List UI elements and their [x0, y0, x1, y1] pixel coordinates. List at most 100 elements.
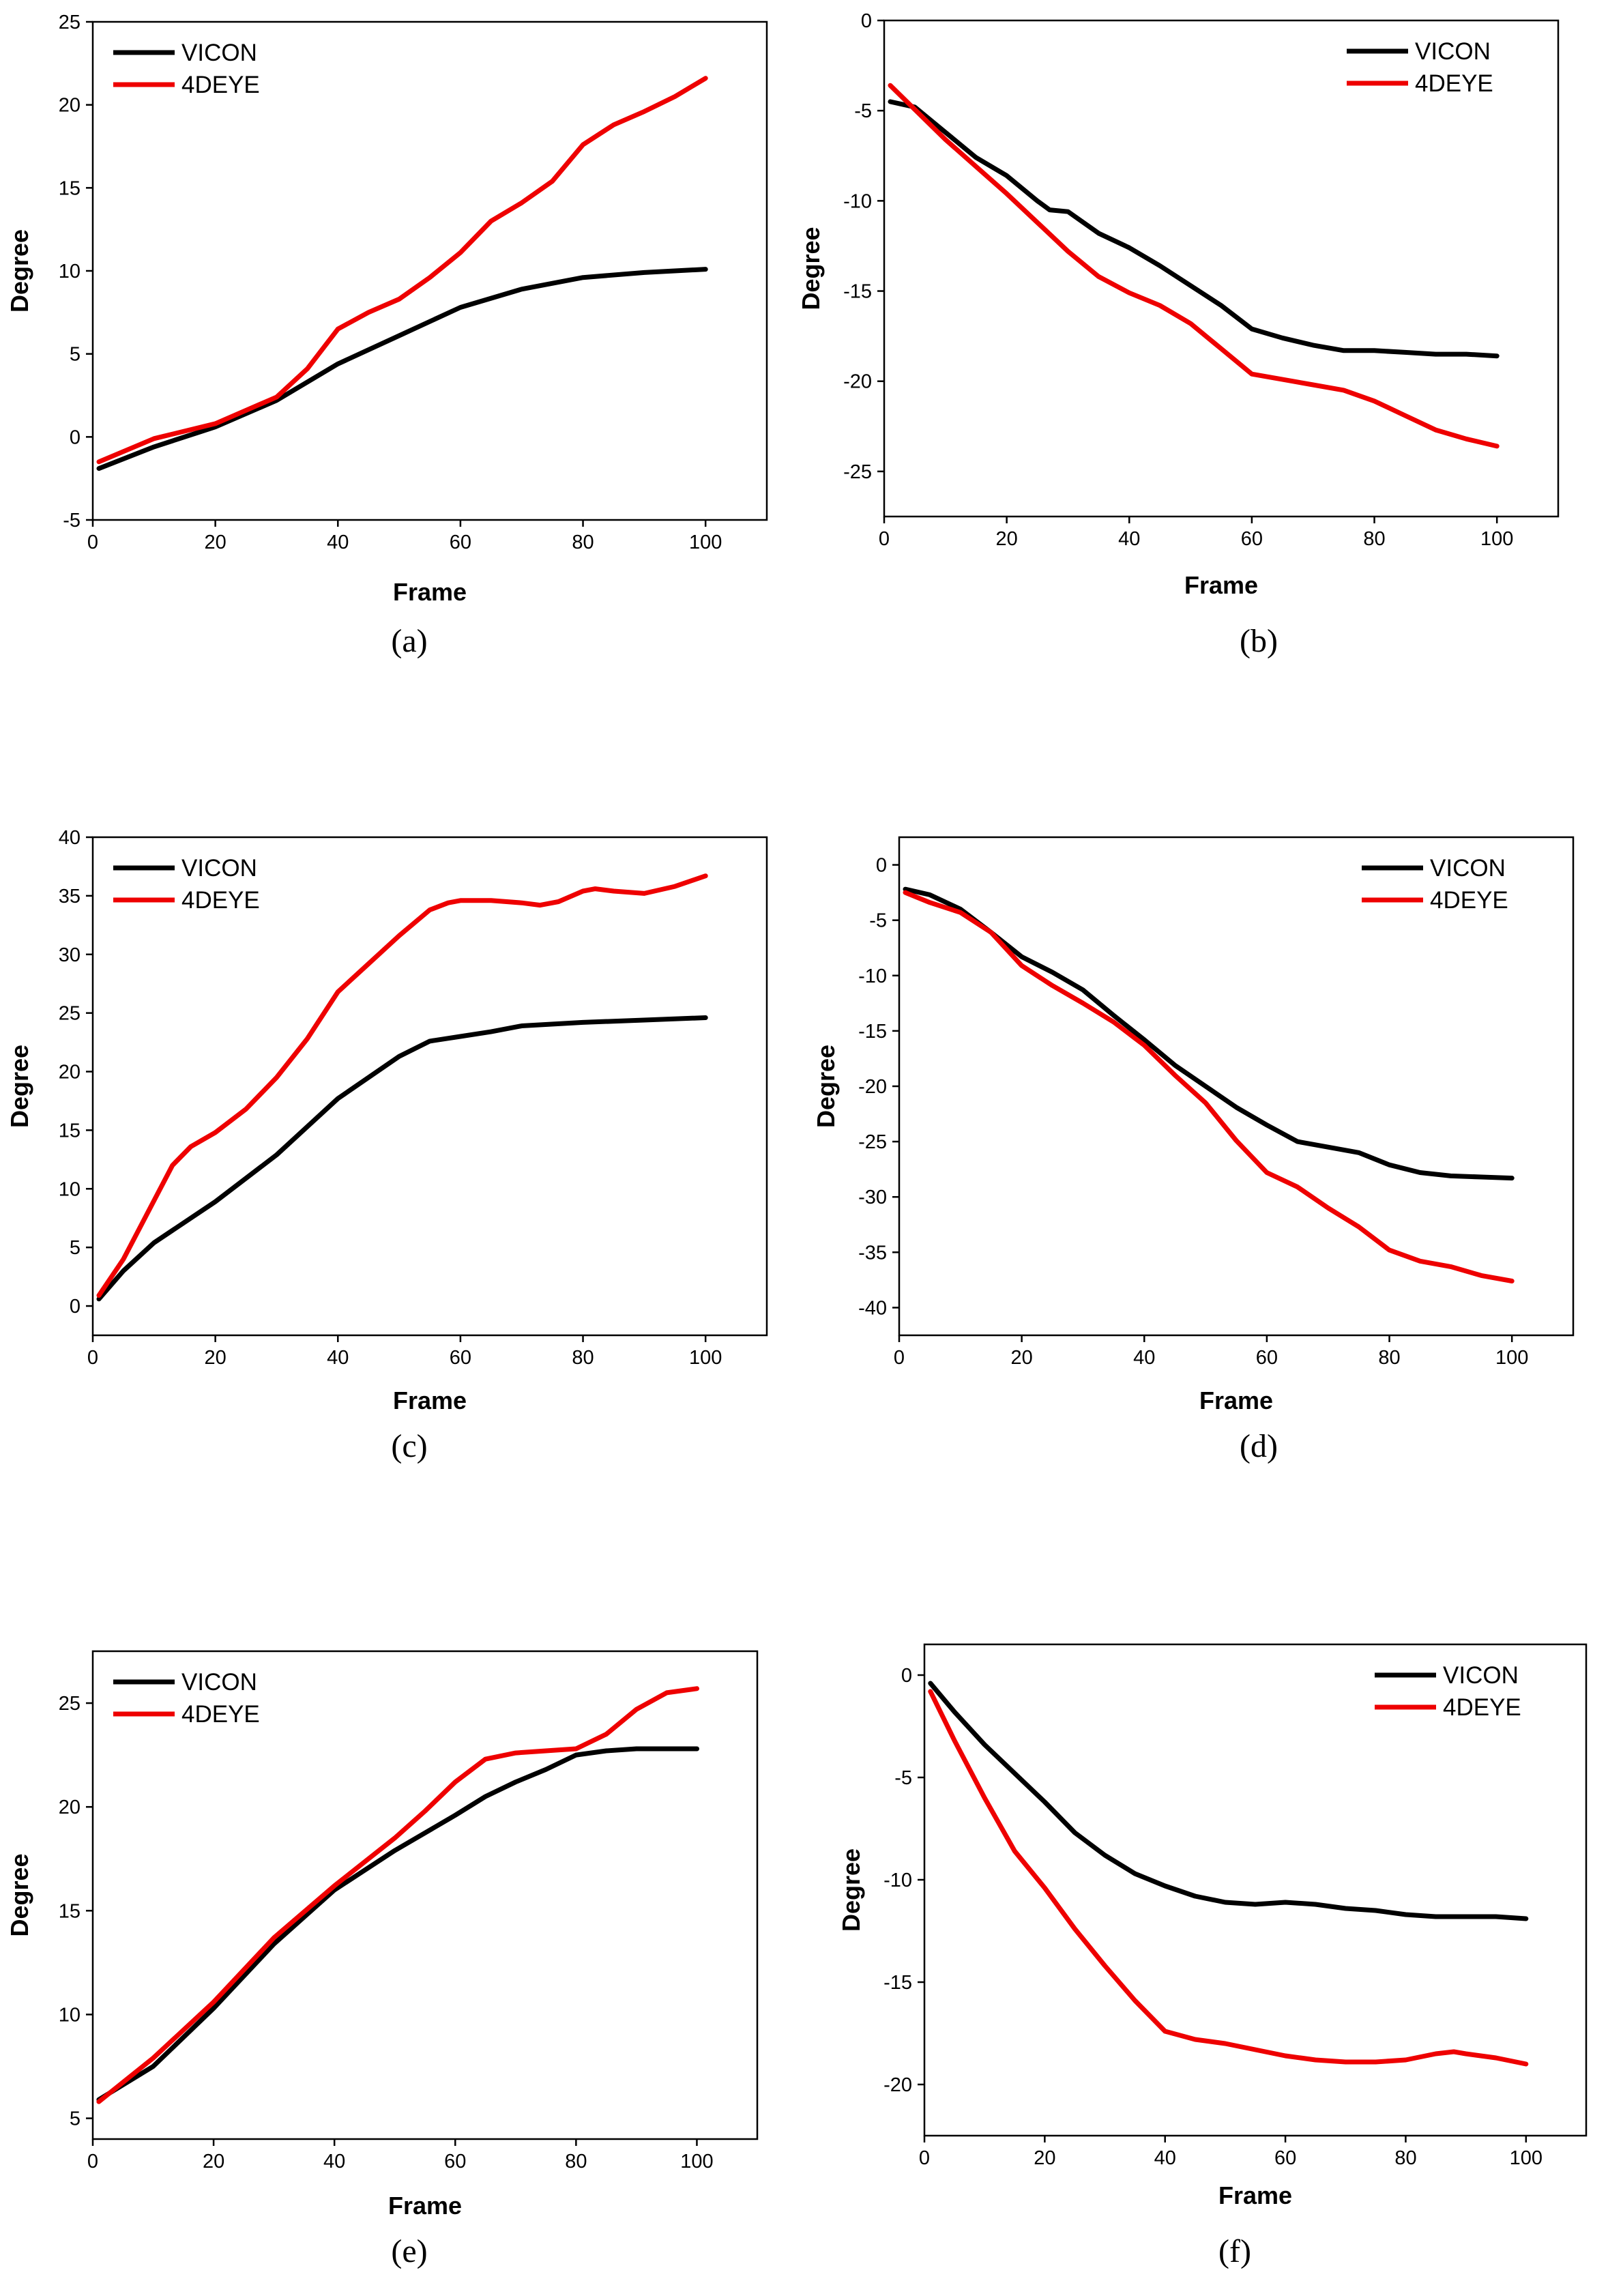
y-tick-label: -5: [854, 100, 872, 122]
legend-label-vicon: VICON: [181, 1669, 257, 1696]
legend-label-vicon: VICON: [1415, 38, 1491, 65]
x-tick-label: 100: [1495, 1347, 1528, 1369]
plot-frame: [91, 836, 768, 1337]
plot-frame: [883, 19, 1560, 518]
y-tick-label: -10: [883, 1870, 912, 1891]
x-tick-label: 60: [450, 532, 471, 553]
y-tick-label: 15: [59, 1900, 81, 1922]
x-tick-label: 0: [87, 2151, 98, 2173]
y-tick-label: -40: [858, 1297, 887, 1319]
y-tick-label: -20: [883, 2074, 912, 2096]
panel-caption: (d): [1240, 1428, 1278, 1464]
y-tick-label: 20: [59, 95, 81, 117]
x-tick-label: 80: [572, 1347, 594, 1369]
x-tick-label: 80: [572, 532, 594, 553]
x-tick-label: 20: [996, 528, 1018, 550]
x-axis-title: Frame: [1199, 1386, 1273, 1414]
x-tick-label: 80: [565, 2151, 587, 2173]
x-axis-title: Frame: [393, 1386, 467, 1414]
x-tick-label: 0: [919, 2147, 930, 2169]
x-tick-label: 20: [205, 532, 226, 553]
y-tick-label: 20: [59, 1062, 81, 1084]
legend-label-4deye: 4DEYE: [1443, 1694, 1521, 1721]
legend-label-4deye: 4DEYE: [181, 72, 260, 98]
series-line-vicon: [96, 267, 708, 471]
y-tick-label: 25: [59, 1003, 81, 1025]
x-axis-title: Frame: [393, 578, 467, 606]
x-tick-label: 60: [444, 2151, 466, 2173]
legend-label-4deye: 4DEYE: [181, 1701, 260, 1728]
x-tick-label: 60: [1256, 1347, 1278, 1369]
y-axis-title: Degree: [5, 229, 33, 313]
y-tick-label: 10: [59, 1178, 81, 1200]
x-tick-label: 100: [689, 1347, 722, 1369]
series-line-vicon: [96, 1015, 708, 1302]
x-tick-label: 100: [1480, 528, 1513, 550]
y-tick-label: 0: [70, 1296, 81, 1318]
panel-caption: (f): [1218, 2233, 1251, 2269]
legend-label-vicon: VICON: [1443, 1662, 1519, 1689]
y-tick-label: 0: [861, 10, 872, 32]
y-axis-title: Degree: [5, 1853, 33, 1936]
y-tick-label: 5: [70, 1237, 81, 1259]
series-line-4deye: [96, 873, 708, 1298]
x-tick-label: 80: [1378, 1347, 1400, 1369]
y-axis-title: Degree: [837, 1848, 865, 1932]
plot-frame: [91, 1650, 759, 2140]
series-line-vicon: [888, 99, 1500, 359]
x-tick-label: 0: [87, 1347, 98, 1369]
y-axis-title: Degree: [797, 227, 825, 310]
y-tick-label: -5: [894, 1767, 912, 1789]
y-tick-label: -25: [843, 461, 872, 483]
x-tick-label: 40: [1133, 1347, 1155, 1369]
x-tick-label: 40: [327, 532, 349, 553]
legend-label-4deye: 4DEYE: [1415, 70, 1493, 97]
series-line-4deye: [888, 83, 1500, 449]
x-tick-label: 20: [203, 2151, 224, 2173]
y-tick-label: -10: [858, 965, 887, 987]
panel-caption: (a): [391, 623, 427, 659]
series-line-4deye: [96, 76, 708, 465]
x-tick-label: 100: [689, 532, 722, 553]
y-axis-title: Degree: [5, 1045, 33, 1128]
y-tick-label: 10: [59, 2004, 81, 2026]
y-tick-label: -15: [843, 281, 872, 303]
y-tick-label: 5: [70, 2108, 81, 2130]
y-tick-label: -25: [858, 1131, 887, 1153]
series-line-4deye: [903, 890, 1515, 1283]
panel-caption: (e): [391, 2233, 427, 2269]
series-line-vicon: [96, 1746, 699, 2102]
series-line-4deye: [96, 1686, 699, 2104]
panel-caption: (c): [391, 1428, 427, 1464]
x-tick-label: 40: [1118, 528, 1140, 550]
y-tick-label: 20: [59, 1797, 81, 1818]
y-tick-label: -10: [843, 190, 872, 212]
legend-label-vicon: VICON: [181, 40, 257, 66]
x-tick-label: 0: [87, 532, 98, 553]
y-axis-title: Degree: [812, 1045, 840, 1128]
x-tick-label: 80: [1363, 528, 1385, 550]
x-tick-label: 20: [205, 1347, 226, 1369]
y-tick-label: 15: [59, 177, 81, 199]
x-tick-label: 60: [1241, 528, 1263, 550]
x-tick-label: 40: [327, 1347, 349, 1369]
legend-label-4deye: 4DEYE: [1430, 887, 1508, 914]
x-tick-label: 80: [1394, 2147, 1416, 2169]
y-tick-label: 5: [70, 344, 81, 366]
x-tick-label: 100: [680, 2151, 713, 2173]
x-tick-label: 60: [450, 1347, 471, 1369]
y-tick-label: -15: [883, 1972, 912, 1994]
y-tick-label: 25: [59, 1693, 81, 1715]
x-tick-label: 40: [1154, 2147, 1176, 2169]
y-tick-label: 25: [59, 12, 81, 33]
x-tick-label: 40: [323, 2151, 345, 2173]
series-line-vicon: [928, 1681, 1529, 1921]
x-tick-label: 100: [1510, 2147, 1543, 2169]
x-tick-label: 60: [1274, 2147, 1296, 2169]
legend-label-vicon: VICON: [1430, 855, 1506, 882]
